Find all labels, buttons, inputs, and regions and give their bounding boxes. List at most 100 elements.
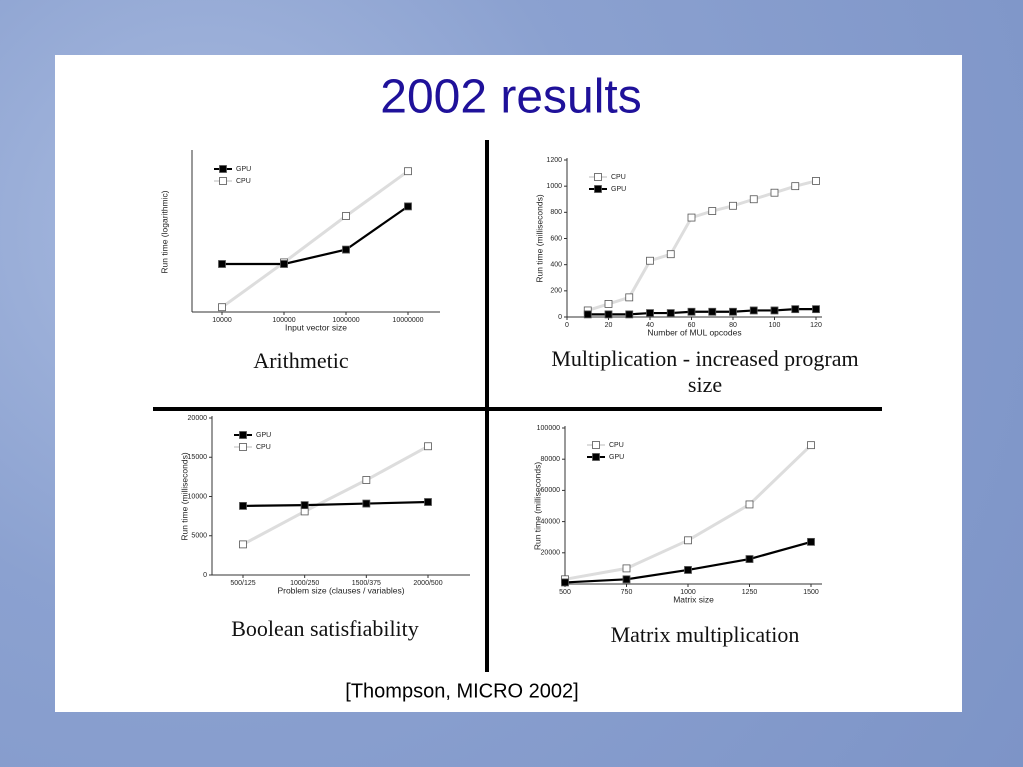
marker [622, 564, 631, 573]
x-axis-label: Matrix size [673, 594, 714, 604]
x-tick-label: 1000/250 [290, 580, 319, 587]
x-tick-label: 0 [565, 322, 569, 329]
y-tick-label: 20000 [188, 415, 208, 422]
x-tick-label: 500 [559, 589, 571, 596]
y-tick-label: 10000 [188, 493, 208, 500]
legend-marker [592, 453, 600, 461]
chart-caption: Multiplication - increased program size [551, 346, 859, 397]
marker [708, 307, 717, 316]
marker [218, 303, 226, 312]
marker [239, 540, 247, 549]
marker [770, 188, 779, 197]
marker [424, 498, 432, 506]
marker [239, 502, 247, 510]
y-tick-label: 1200 [546, 157, 562, 164]
slide-title: 2002 results [380, 71, 642, 124]
chart-caption: Matrix multiplication [610, 622, 800, 647]
marker [625, 293, 634, 302]
marker [749, 306, 758, 315]
y-tick-label: 100000 [537, 425, 560, 432]
chart-caption: Boolean satisfiability [231, 616, 419, 641]
marker [404, 167, 412, 176]
x-tick-label: 1000000 [332, 317, 359, 324]
legend-marker [239, 443, 247, 451]
x-tick-label: 750 [621, 589, 633, 596]
x-tick-label: 40 [646, 322, 654, 329]
y-tick-label: 0 [558, 314, 562, 321]
marker [625, 310, 634, 319]
legend-label: CPU [256, 444, 271, 451]
marker [807, 537, 815, 546]
marker [362, 476, 371, 484]
marker [218, 260, 226, 268]
x-tick-label: 10000000 [392, 317, 423, 324]
legend-marker [592, 441, 600, 449]
marker [791, 305, 800, 314]
marker [561, 578, 569, 587]
y-axis-label: Run time (logarithmic) [159, 190, 169, 273]
x-tick-label: 500/125 [230, 580, 255, 587]
x-tick-label: 120 [810, 322, 822, 329]
marker [666, 250, 675, 259]
x-axis-label: Number of MUL opcodes [647, 327, 741, 337]
y-tick-label: 1000 [546, 183, 562, 190]
marker [604, 300, 613, 308]
chart-caption: Arithmetic [253, 348, 349, 373]
legend-label: CPU [236, 178, 251, 185]
y-tick-label: 80000 [541, 456, 561, 463]
marker [666, 309, 675, 317]
x-tick-label: 10000 [212, 317, 232, 324]
x-tick-label: 2000/500 [413, 580, 442, 587]
legend-marker [594, 173, 602, 181]
x-axis-label: Problem size (clauses / variables) [277, 585, 404, 595]
y-tick-label: 20000 [541, 550, 561, 557]
x-tick-label: 1500/375 [352, 580, 381, 587]
series-line [564, 444, 813, 581]
marker [646, 309, 654, 317]
series-line [222, 205, 409, 266]
panel [55, 55, 962, 712]
y-tick-label: 600 [550, 235, 562, 242]
series-line [587, 308, 816, 316]
x-tick-label: 100000 [272, 317, 295, 324]
marker [729, 201, 737, 210]
marker [280, 260, 288, 268]
y-tick-label: 5000 [191, 533, 207, 540]
series-line [564, 540, 812, 584]
marker [745, 555, 754, 563]
marker [604, 310, 613, 319]
x-axis-label: Input vector size [285, 322, 347, 332]
x-tick-label: 20 [605, 322, 613, 329]
legend-marker [219, 165, 227, 173]
citation: [Thompson, MICRO 2002] [345, 680, 578, 702]
legend-label: CPU [609, 442, 624, 449]
marker [812, 177, 820, 185]
marker [583, 310, 592, 319]
series-line [242, 444, 429, 546]
marker [300, 501, 309, 510]
y-tick-label: 60000 [541, 487, 561, 494]
series-line [221, 169, 409, 309]
marker [791, 182, 800, 191]
marker [729, 307, 737, 316]
marker [745, 500, 754, 509]
legend-label: GPU [256, 432, 271, 439]
marker [622, 575, 631, 584]
x-tick-label: 80 [729, 322, 737, 329]
legend-label: CPU [611, 174, 626, 181]
marker [646, 256, 654, 265]
legend-label: GPU [609, 454, 624, 461]
y-tick-label: 15000 [188, 454, 208, 461]
marker [342, 245, 350, 254]
y-tick-label: 800 [550, 209, 562, 216]
x-tick-label: 1250 [742, 589, 758, 596]
y-tick-label: 0 [203, 572, 207, 579]
x-tick-label: 1500 [803, 589, 819, 596]
series-line [587, 179, 817, 312]
legend-marker [594, 185, 602, 193]
marker [424, 442, 432, 451]
marker [708, 207, 717, 215]
legend-marker [239, 431, 247, 439]
